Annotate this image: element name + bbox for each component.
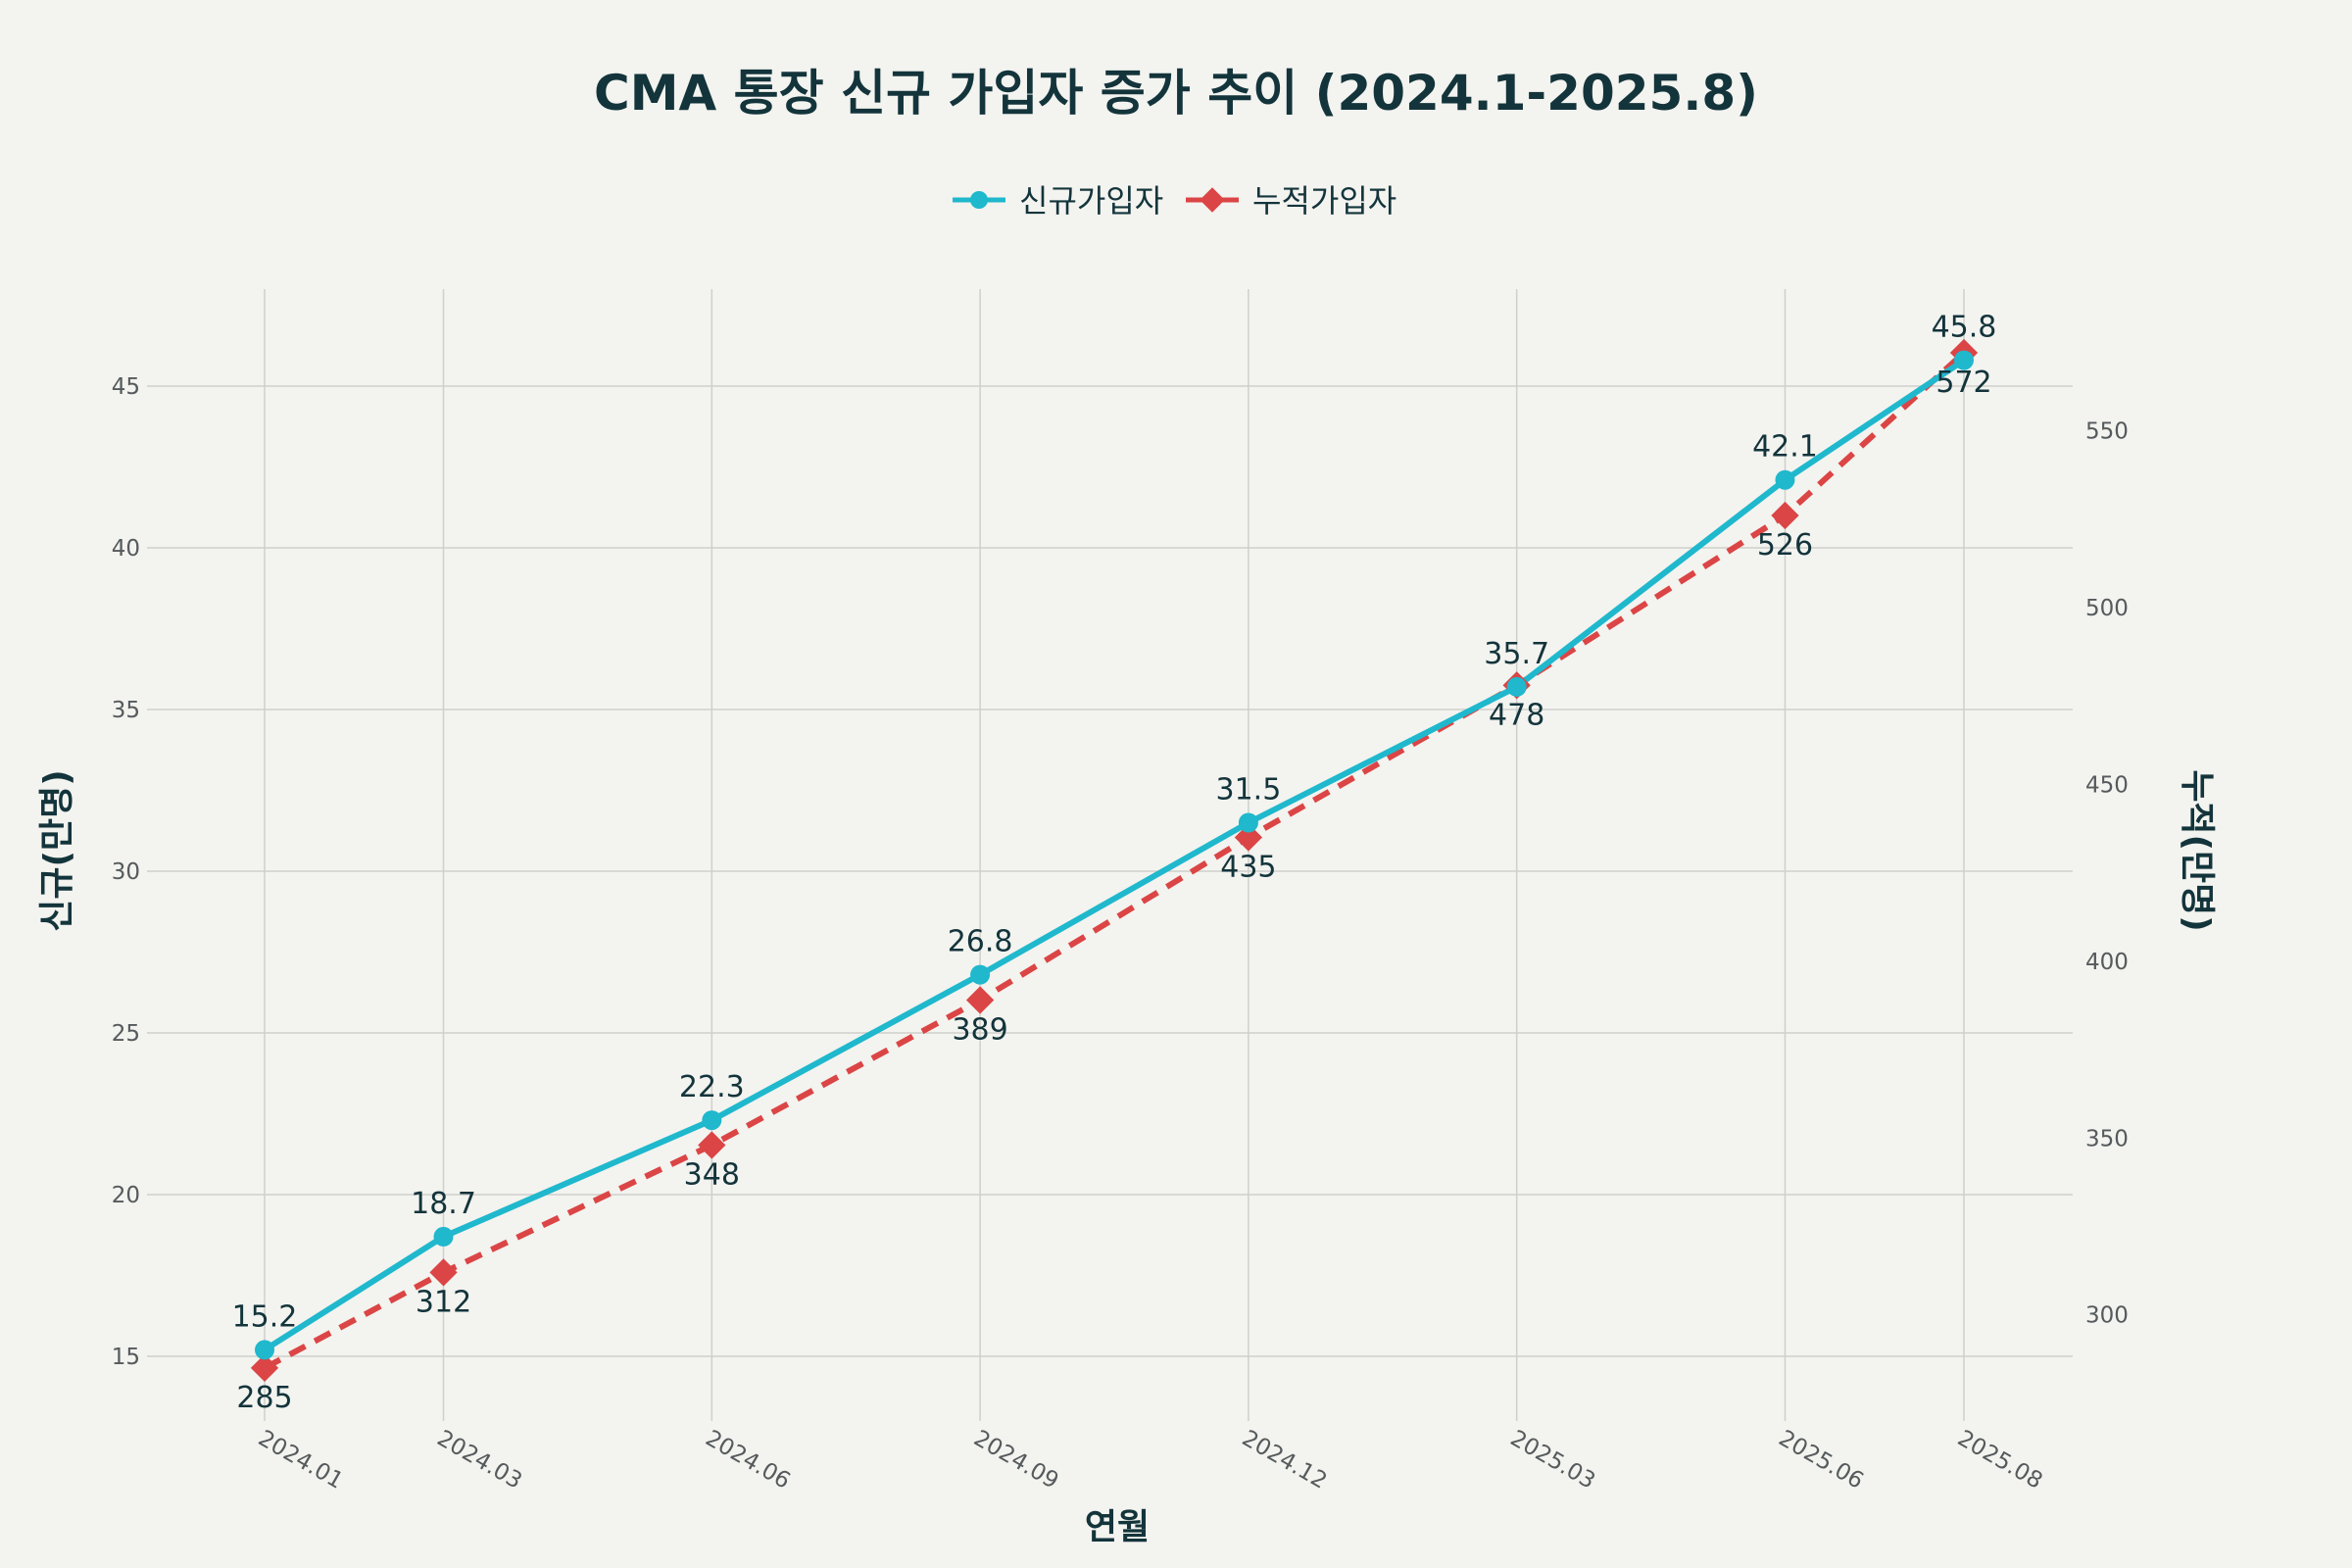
data-point-new-subscribers[interactable] <box>970 964 991 985</box>
data-label-new-subscribers: 35.7 <box>1484 637 1549 671</box>
data-label-new-subscribers: 22.3 <box>679 1070 745 1104</box>
gridlines <box>147 289 2073 1421</box>
left-y-tick-label: 45 <box>112 374 140 400</box>
left-y-tick-label: 30 <box>112 859 140 885</box>
x-tick-label: 2024.06 <box>701 1426 794 1494</box>
right-y-axis-title: 누적(만명) <box>2177 769 2217 931</box>
legend-marker-circle <box>970 191 988 209</box>
legend-marker-diamond <box>1200 187 1225 213</box>
x-tick-label: 2024.12 <box>1238 1426 1331 1494</box>
right-y-axis: 300 350 400 450 500 550 <box>2085 418 2129 1328</box>
x-tick-label: 2025.03 <box>1506 1426 1599 1494</box>
data-point-new-subscribers[interactable] <box>1238 812 1258 833</box>
x-tick-label: 2025.08 <box>1953 1426 2046 1494</box>
data-point-new-subscribers[interactable] <box>1506 676 1527 697</box>
x-tick-label: 2025.06 <box>1774 1426 1867 1494</box>
data-label-cumulative-subscribers: 389 <box>952 1012 1007 1047</box>
data-label-cumulative-subscribers: 312 <box>416 1285 471 1319</box>
data-point-new-subscribers[interactable] <box>1775 469 1795 490</box>
data-label-cumulative-subscribers: 572 <box>1936 366 1991 400</box>
series-markers <box>250 338 1979 1383</box>
x-axis: 2024.01 2024.03 2024.06 2024.09 2024.12 2025.… <box>254 1426 2046 1494</box>
data-label-cumulative-subscribers: 435 <box>1220 850 1276 884</box>
left-y-tick-label: 40 <box>112 536 140 562</box>
series-lines <box>263 350 1967 1371</box>
data-labels: 15.2 18.7 22.3 26.8 31.5 35.7 42.1 45.8 285 312 34… <box>232 311 1997 1415</box>
data-label-new-subscribers: 18.7 <box>411 1187 476 1221</box>
data-label-new-subscribers: 26.8 <box>948 925 1013 959</box>
left-y-axis-title: 신규(만명) <box>37 769 77 931</box>
x-tick-label: 2024.03 <box>433 1426 526 1494</box>
data-point-cumulative-subscribers[interactable] <box>965 986 995 1014</box>
legend-label-cumulative: 누적가입자 <box>1252 182 1396 220</box>
legend[interactable]: 신규가입자 누적가입자 <box>953 182 1396 220</box>
chart-title: CMA 통장 신규 가입자 증가 추이 (2024.1-2025.8) <box>594 65 1758 122</box>
data-label-new-subscribers: 31.5 <box>1215 773 1281 808</box>
legend-label-new: 신규가입자 <box>1019 182 1163 220</box>
data-point-cumulative-subscribers[interactable] <box>250 1353 279 1383</box>
data-label-new-subscribers: 15.2 <box>232 1299 298 1334</box>
left-y-tick-label: 35 <box>112 698 140 723</box>
left-y-axis: 15 20 25 30 35 40 45 <box>112 374 140 1370</box>
data-label-cumulative-subscribers: 348 <box>684 1157 740 1192</box>
right-y-tick-label: 450 <box>2085 772 2129 798</box>
legend-item-new-subscribers[interactable]: 신규가입자 <box>953 182 1163 220</box>
right-y-tick-label: 550 <box>2085 418 2129 444</box>
data-label-cumulative-subscribers: 478 <box>1489 698 1544 732</box>
data-label-new-subscribers: 42.1 <box>1752 430 1818 465</box>
data-point-new-subscribers[interactable] <box>255 1340 274 1360</box>
left-y-tick-label: 25 <box>112 1021 140 1047</box>
data-label-cumulative-subscribers: 526 <box>1757 528 1813 563</box>
x-tick-label: 2024.09 <box>969 1426 1062 1494</box>
data-point-cumulative-subscribers[interactable] <box>698 1131 726 1159</box>
data-point-cumulative-subscribers[interactable] <box>1771 501 1799 530</box>
right-y-tick-label: 350 <box>2085 1126 2129 1152</box>
series-line-cumulative-subscribers <box>263 350 1967 1371</box>
data-label-new-subscribers: 45.8 <box>1932 311 1997 345</box>
right-y-tick-label: 400 <box>2085 950 2129 975</box>
x-tick-label: 2024.01 <box>254 1426 347 1494</box>
legend-item-cumulative-subscribers[interactable]: 누적가입자 <box>1186 182 1396 220</box>
data-point-cumulative-subscribers[interactable] <box>429 1258 458 1287</box>
data-point-new-subscribers[interactable] <box>702 1110 722 1131</box>
data-point-new-subscribers[interactable] <box>433 1226 454 1247</box>
right-y-tick-label: 300 <box>2085 1303 2129 1329</box>
series-line-new-subscribers <box>263 358 1966 1352</box>
data-label-cumulative-subscribers: 285 <box>236 1381 292 1415</box>
data-point-cumulative-subscribers[interactable] <box>1234 823 1263 852</box>
data-point-new-subscribers[interactable] <box>1954 350 1974 370</box>
left-y-tick-label: 15 <box>112 1345 140 1370</box>
x-axis-title: 연월 <box>1085 1507 1150 1547</box>
left-y-tick-label: 20 <box>112 1183 140 1208</box>
right-y-tick-label: 500 <box>2085 596 2129 621</box>
